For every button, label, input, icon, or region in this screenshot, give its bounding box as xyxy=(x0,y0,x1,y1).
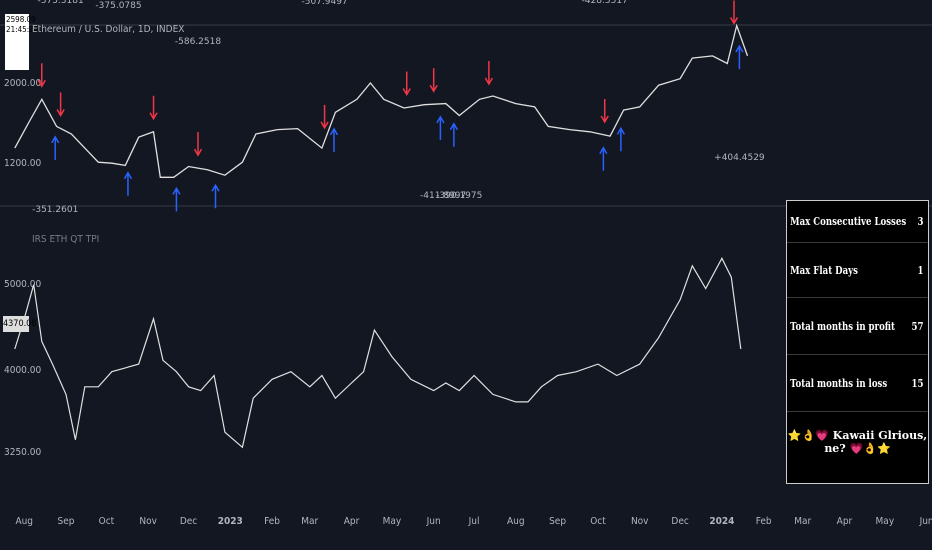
trade-pnl-label: -411.8997 xyxy=(420,191,466,201)
x-tick-label: Apr xyxy=(344,516,360,527)
sell-signal-arrow xyxy=(600,115,609,124)
x-tick-label: Feb xyxy=(264,516,280,527)
stats-row-flat-days: Max Flat Days 1 xyxy=(787,244,928,298)
stats-panel: Max Consecutive Losses 3 Max Flat Days 1… xyxy=(786,200,929,484)
stats-value: 1 xyxy=(917,264,924,277)
buy-signal-arrow xyxy=(735,44,744,53)
stats-footer: ⭐👌💗 Kawaii Glrious, ne? 💗👌⭐ xyxy=(787,429,928,455)
x-tick-label: Nov xyxy=(631,516,649,527)
price-axis-label: 2000.00 xyxy=(4,78,41,89)
x-tick-label: May xyxy=(383,516,402,527)
stats-label: Max Flat Days xyxy=(790,264,858,277)
indicator-axis-label: 5000.00 xyxy=(4,279,41,290)
x-tick-label: Jun xyxy=(919,516,932,527)
sell-signal-arrow xyxy=(320,121,329,130)
sell-signal-arrow xyxy=(484,77,494,86)
x-tick-label: 2023 xyxy=(218,516,243,527)
x-tick-label: Sep xyxy=(58,516,75,527)
x-tick-label: Dec xyxy=(671,516,688,527)
sell-signal-arrow xyxy=(37,79,46,88)
trade-pnl-label: -428.5517 xyxy=(582,0,628,6)
x-tick-label: Aug xyxy=(507,516,525,527)
trade-pnl-label: -375.0785 xyxy=(95,1,141,11)
trade-pnl-label: -390.1975 xyxy=(436,191,482,201)
price-box: 2598.09 21:45:24 xyxy=(5,14,39,70)
sell-signal-arrow xyxy=(149,112,158,121)
buy-signal-arrow xyxy=(172,186,181,195)
indicator-axis-label: 4000.00 xyxy=(4,365,41,376)
x-tick-label: Nov xyxy=(139,516,157,527)
x-tick-label: Apr xyxy=(837,516,853,527)
x-tick-label: Jun xyxy=(426,516,441,527)
buy-signal-arrow xyxy=(449,122,459,131)
x-tick-label: Sep xyxy=(549,516,566,527)
stats-label: Max Consecutive Losses xyxy=(790,215,907,228)
indicator-last-value: 4370.08 xyxy=(3,316,36,332)
x-tick-label: May xyxy=(876,516,895,527)
x-tick-label: Aug xyxy=(15,516,33,527)
price-box-line2: 21:45:24 xyxy=(6,25,39,34)
stats-value: 15 xyxy=(911,377,924,390)
sell-signal-arrow xyxy=(729,17,739,25)
x-tick-label: Oct xyxy=(590,516,606,527)
trade-pnl-label: -351.2601 xyxy=(32,205,78,215)
x-tick-label: Feb xyxy=(756,516,772,527)
x-tick-label: Jul xyxy=(468,516,480,527)
price-box-line1: 2598.09 xyxy=(6,15,36,24)
sell-signal-arrow xyxy=(402,88,411,97)
x-tick-label: Oct xyxy=(99,516,115,527)
stats-label: Total months in profit xyxy=(790,320,896,333)
trade-pnl-label: -586.2518 xyxy=(175,37,221,47)
symbol-title: Ethereum / U.S. Dollar, 1D, INDEX xyxy=(32,24,185,35)
buy-signal-arrow xyxy=(599,146,608,155)
trade-pnl-label: +404.4529 xyxy=(714,153,765,163)
stats-row-months-profit: Total months in profit 57 xyxy=(787,299,928,355)
stats-value: 57 xyxy=(911,320,924,333)
buy-signal-arrow xyxy=(51,135,60,144)
sell-signal-arrow xyxy=(56,109,65,117)
stats-label: Total months in loss xyxy=(790,377,888,390)
price-axis-label: 1200.00 xyxy=(4,158,41,169)
x-tick-label: Dec xyxy=(180,516,197,527)
trade-pnl-label: -507.9497 xyxy=(301,0,347,7)
buy-signal-arrow xyxy=(329,127,339,136)
buy-signal-arrow xyxy=(123,171,133,180)
stats-row-consecutive-losses: Max Consecutive Losses 3 xyxy=(787,201,928,243)
buy-signal-arrow xyxy=(436,115,445,124)
price-series-line xyxy=(14,23,749,178)
indicator-axis-label: 3250.00 xyxy=(4,447,41,458)
indicator-name: IRS ETH QT TPI xyxy=(32,234,100,245)
x-tick-label: Mar xyxy=(794,516,811,527)
buy-signal-arrow xyxy=(616,126,626,135)
x-tick-label: Mar xyxy=(301,516,318,527)
stats-value: 3 xyxy=(917,215,924,228)
sell-signal-arrow xyxy=(193,148,203,157)
buy-signal-arrow xyxy=(211,183,220,192)
sell-signal-arrow xyxy=(429,84,438,93)
indicator-series-line xyxy=(14,256,742,449)
trade-pnl-label: -375.3181 xyxy=(38,0,84,6)
stats-row-months-loss: Total months in loss 15 xyxy=(787,356,928,412)
x-tick-label: 2024 xyxy=(709,516,734,527)
